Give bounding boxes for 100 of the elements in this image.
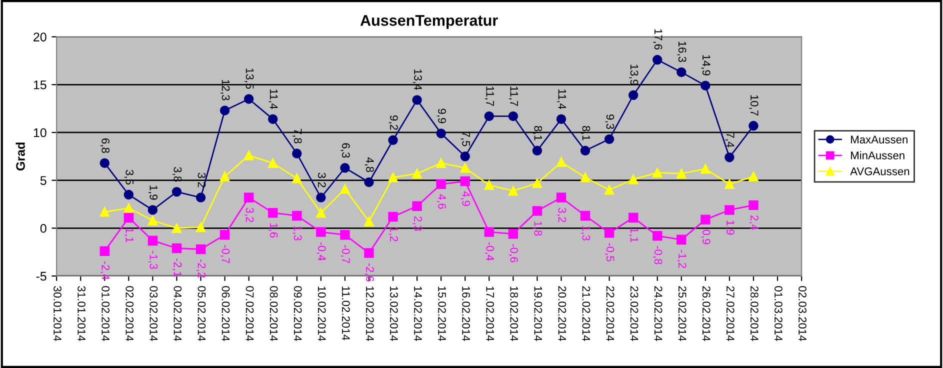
x-tick-label: 19.02.2014 (534, 286, 542, 342)
x-tick-label: 26.02.2014 (702, 286, 710, 342)
data-label: 11,4 (268, 89, 278, 110)
point (100, 158, 110, 168)
data-label: -2,2 (196, 259, 206, 278)
x-tick-label: 25.02.2014 (678, 286, 686, 342)
y-axis-title: Grad (16, 142, 25, 170)
point (532, 206, 542, 216)
point (364, 216, 374, 226)
point (364, 177, 374, 188)
point (268, 114, 278, 124)
x-tick-label: 22.02.2014 (606, 286, 614, 342)
data-label: -1,2 (677, 250, 686, 268)
data-label: 9,9 (436, 108, 446, 124)
point (604, 185, 614, 195)
point (676, 168, 686, 178)
data-label: 1,9 (725, 220, 734, 235)
x-tick-label: 18.02.2014 (510, 286, 518, 342)
y-tick-label: 10 (34, 128, 46, 138)
point (436, 179, 446, 190)
point (316, 192, 326, 202)
point (412, 168, 422, 178)
point (628, 174, 638, 184)
point (436, 158, 446, 168)
point (652, 54, 662, 65)
data-label: 3,2 (316, 172, 326, 188)
point (580, 172, 590, 182)
data-label: 1,2 (388, 227, 398, 242)
x-tick-label: 06.02.2014 (222, 286, 230, 342)
data-label: 0,9 (701, 230, 710, 244)
data-label: 8,1 (580, 126, 590, 140)
point (388, 135, 398, 145)
point (292, 174, 302, 184)
point (628, 90, 638, 100)
x-tick-label: 28.02.2014 (750, 286, 758, 342)
point (652, 230, 662, 241)
x-tick-label: 08.02.2014 (270, 286, 278, 342)
x-tick-label: 27.02.2014 (726, 286, 734, 342)
data-label: 11,7 (484, 86, 494, 106)
x-tick-label: 13.02.2014 (390, 286, 398, 342)
point (316, 227, 326, 237)
point (676, 234, 686, 245)
data-label: -2,6 (364, 263, 374, 282)
data-label: 16,3 (677, 42, 686, 62)
data-label: 2,3 (412, 216, 422, 231)
data-label: 2,4 (749, 215, 758, 230)
data-label: -0,4 (316, 242, 326, 261)
point (388, 172, 398, 182)
point (244, 94, 254, 104)
y-tick-label: 20 (34, 32, 46, 42)
data-label: 3,2 (196, 172, 206, 188)
data-label: 1,1 (124, 228, 134, 242)
data-label: 14,9 (701, 55, 710, 76)
point (244, 192, 254, 202)
x-tick-label: 05.02.2014 (198, 286, 206, 342)
x-tick-label: 14.02.2014 (414, 286, 422, 342)
point (508, 186, 518, 196)
data-label: -0,7 (340, 245, 350, 264)
point (508, 229, 518, 239)
point (484, 111, 494, 122)
data-label: 8,1 (532, 126, 542, 140)
point (604, 134, 614, 144)
point (412, 201, 422, 212)
point (244, 150, 254, 160)
x-tick-label: 16.02.2014 (462, 286, 470, 342)
legend-label: MaxAussen (851, 136, 908, 144)
point (556, 192, 566, 202)
point (196, 222, 206, 232)
x-tick-label: 09.02.2014 (294, 286, 302, 342)
point (556, 157, 566, 167)
legend-label: AVGAussen (850, 167, 910, 176)
point (124, 203, 134, 213)
point (532, 146, 542, 156)
point (100, 246, 110, 256)
x-tick-label: 20.02.2014 (558, 286, 566, 342)
x-tick-label: 07.02.2014 (246, 286, 254, 342)
x-tick-label: 02.03.2014 (798, 286, 806, 342)
point (460, 176, 470, 186)
point (340, 163, 350, 173)
x-tick-label: 30.01.2014 (54, 286, 62, 342)
data-label: -0,6 (508, 244, 518, 262)
point (484, 227, 494, 237)
point (436, 128, 446, 138)
x-tick-label: 01.02.2014 (102, 286, 110, 342)
data-label: 1,3 (292, 226, 302, 240)
data-label: 11,4 (556, 89, 566, 110)
point (148, 216, 158, 226)
point (148, 205, 158, 215)
data-label: 6,3 (340, 143, 350, 158)
data-label: 7,4 (725, 132, 734, 148)
point (580, 210, 590, 221)
data-label: -0,7 (220, 245, 230, 264)
point (268, 208, 278, 218)
x-tick-label: 15.02.2014 (438, 286, 446, 342)
point (532, 178, 542, 188)
data-label: 6,8 (100, 138, 110, 153)
point (124, 190, 134, 200)
data-label: 17,6 (653, 29, 662, 50)
point (460, 152, 470, 162)
data-label: 7,5 (460, 132, 470, 146)
